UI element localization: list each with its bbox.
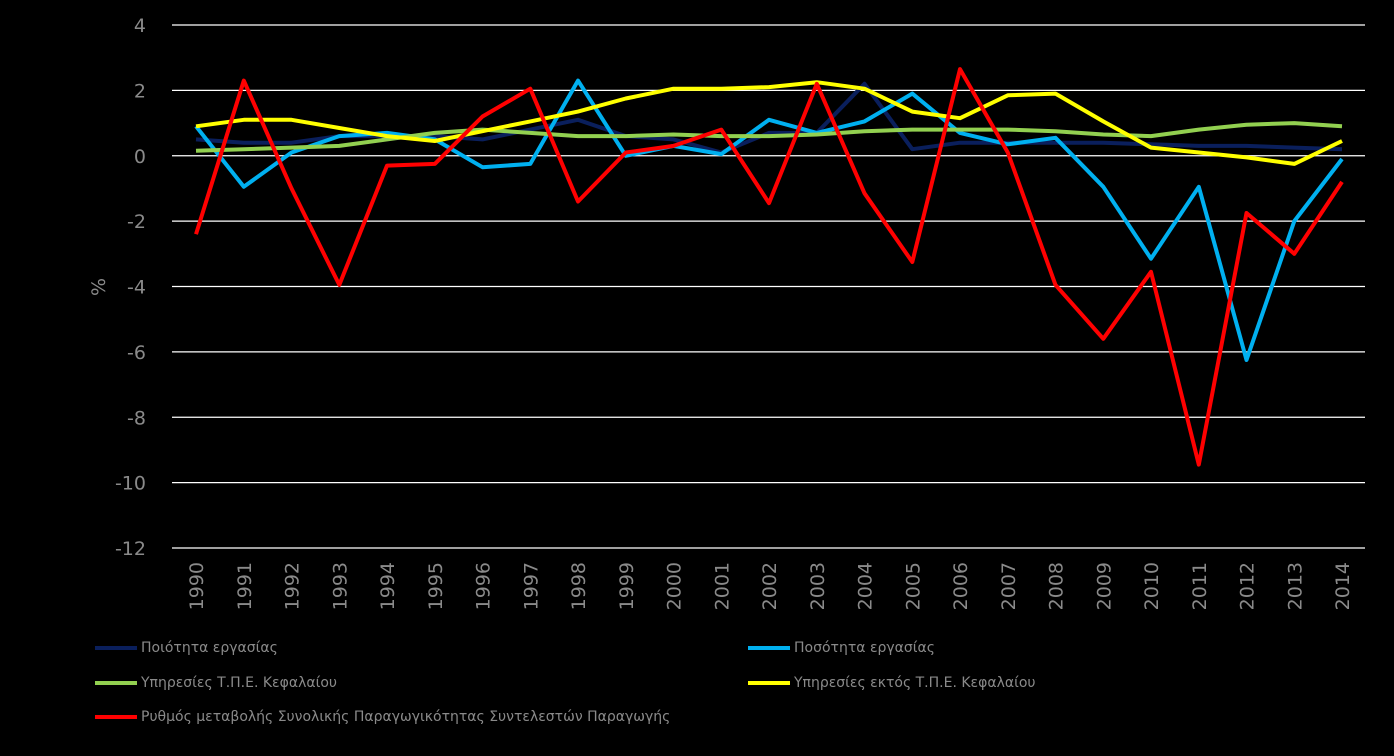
x-tick-label: 2003 <box>807 562 829 610</box>
legend-item: Ποιότητα εργασίας <box>95 640 278 656</box>
legend-label: Υπηρεσίες Τ.Π.Ε. Κεφαλαίου <box>141 675 338 691</box>
x-tick-label: 2002 <box>759 562 781 610</box>
legend-swatch <box>95 681 137 685</box>
x-tick-label: 2004 <box>855 562 877 610</box>
y-tick-label: 0 <box>134 146 146 168</box>
x-tick-label: 1991 <box>234 562 256 610</box>
x-tick-label: 1995 <box>425 562 447 610</box>
x-tick-label: 2011 <box>1189 562 1211 610</box>
x-tick-label: 1997 <box>520 562 542 610</box>
x-tick-label: 2007 <box>998 562 1020 610</box>
legend-swatch <box>748 681 790 685</box>
series-line-1 <box>194 78 1344 362</box>
y-axis-ticks: 4 2 0 -2 -4 -6 -8 -10 -12 <box>115 15 146 560</box>
y-tick-label: 2 <box>134 80 146 102</box>
x-tick-label: 2000 <box>664 562 686 610</box>
legend-label: Ποσότητα εργασίας <box>794 640 935 656</box>
y-axis-label: % <box>88 278 110 296</box>
legend-item: Ρυθμός μεταβολής Συνολικής Παραγωγικότητ… <box>95 709 670 725</box>
x-tick-label: 2009 <box>1093 562 1115 610</box>
x-tick-label: 2005 <box>902 562 924 610</box>
legend-swatch <box>95 646 137 650</box>
y-tick-label: -12 <box>115 538 146 560</box>
legend-label: Υπηρεσίες εκτός Τ.Π.Ε. Κεφαλαίου <box>794 675 1036 691</box>
series-lines <box>194 67 1344 467</box>
x-tick-label: 2010 <box>1141 562 1163 610</box>
x-tick-label: 1996 <box>473 562 495 610</box>
x-tick-label: 2014 <box>1332 562 1354 610</box>
x-tick-label: 1999 <box>616 562 638 610</box>
x-tick-label: 2006 <box>950 562 972 610</box>
x-tick-label: 2013 <box>1284 562 1306 610</box>
y-tick-label: -8 <box>127 407 146 429</box>
y-tick-label: -6 <box>127 342 146 364</box>
legend-item: Υπηρεσίες Τ.Π.Ε. Κεφαλαίου <box>95 675 337 691</box>
x-axis-ticks: 1990 1991 1992 1993 1994 1995 1996 1997 1998 1999… <box>186 562 1354 610</box>
y-tick-label: 4 <box>134 15 146 37</box>
y-tick-label: -2 <box>127 211 146 233</box>
legend-item: Ποσότητα εργασίας <box>748 640 935 656</box>
x-tick-label: 2012 <box>1237 562 1259 610</box>
legend-label: Ποιότητα εργασίας <box>141 640 278 656</box>
series-line-4 <box>194 67 1344 467</box>
y-tick-label: -4 <box>127 277 146 299</box>
x-tick-label: 2001 <box>711 562 733 610</box>
y-tick-label: -10 <box>115 473 146 495</box>
legend-item: Υπηρεσίες εκτός Τ.Π.Ε. Κεφαλαίου <box>748 675 1036 691</box>
x-tick-label: 1993 <box>329 562 351 610</box>
series-line-3 <box>195 80 1343 166</box>
series-line-2 <box>195 121 1343 153</box>
x-tick-label: 2008 <box>1046 562 1068 610</box>
legend-swatch <box>95 715 137 719</box>
legend-label: Ρυθμός μεταβολής Συνολικής Παραγωγικότητ… <box>141 709 671 725</box>
gridlines <box>172 24 1365 549</box>
x-tick-label: 1998 <box>568 562 590 610</box>
x-tick-label: 1990 <box>186 562 208 610</box>
x-tick-label: 1994 <box>377 562 399 610</box>
legend-swatch <box>748 646 790 650</box>
x-tick-label: 1992 <box>282 562 304 610</box>
line-chart: 420-2-4-6-8-10-12 1990 1991 1992 1993 1994 19… <box>88 15 1365 610</box>
